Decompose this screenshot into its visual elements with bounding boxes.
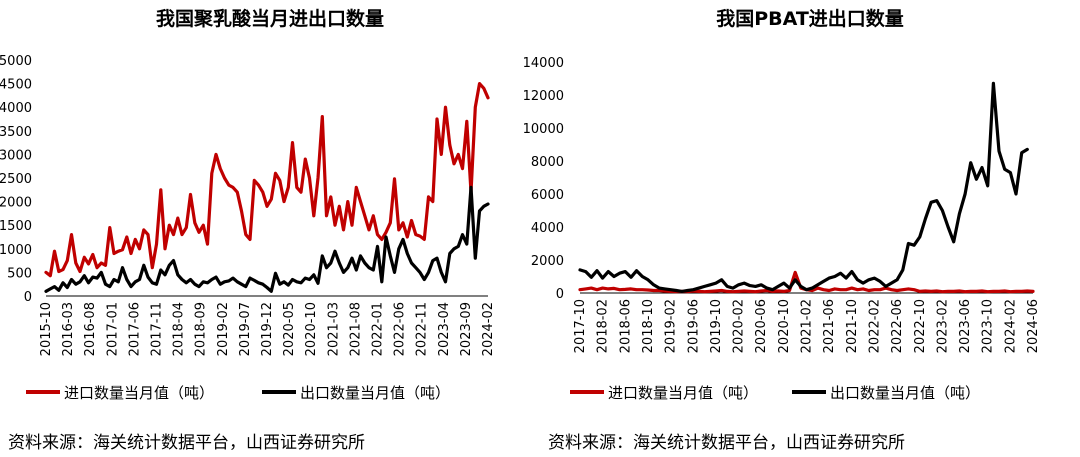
x-tick-label: 2023-06 <box>958 299 973 353</box>
series-line-export <box>44 185 490 293</box>
y-tick-label: 2000 <box>0 196 32 211</box>
x-tick-label: 2022-11 <box>415 302 430 356</box>
y-tick-label: 500 <box>7 266 32 281</box>
x-tick-label: 2022-02 <box>867 299 882 353</box>
y-tick-label: 8000 <box>531 155 564 170</box>
x-tick-label: 2016-03 <box>61 302 76 356</box>
x-tick-label: 2021-10 <box>845 299 860 353</box>
x-tick-label: 2019-06 <box>686 299 701 353</box>
x-tick-label: 2019-12 <box>260 302 275 356</box>
x-tick-label: 2021-08 <box>348 302 363 356</box>
legend-label-export: 出口数量当月值（吨） <box>300 384 450 402</box>
source-note: 资料来源：海关统计数据平台，山西证券研究所 <box>8 433 365 453</box>
x-tick-label: 2024-06 <box>1026 299 1041 353</box>
x-tick-label: 2017-10 <box>573 299 588 353</box>
x-tick-label: 2018-10 <box>641 299 656 353</box>
chart-panel-pbat: 我国PBAT进出口数量 0 2000 4000 6000 8000 10000 12000 1… <box>523 0 1080 457</box>
y-tick-label: 0 <box>24 290 32 305</box>
y-tick-label: 10000 <box>523 122 564 137</box>
y-tick-label: 2500 <box>0 172 32 187</box>
x-tick-label: 2015-10 <box>39 302 54 356</box>
source-note: 资料来源：海关统计数据平台，山西证券研究所 <box>548 433 905 453</box>
x-tick-label: 2020-10 <box>304 302 319 356</box>
x-tick-label: 2023-09 <box>459 302 474 356</box>
chart-panel-pla: 我国聚乳酸当月进出口数量 0 500 1000 1500 2000 2500 3000 350… <box>0 8 496 453</box>
x-tick-label: 2021-02 <box>800 299 815 353</box>
x-tick-label: 2024-02 <box>481 302 496 356</box>
x-tick-label: 2020-05 <box>282 302 297 356</box>
chart-title: 我国PBAT进出口数量 <box>716 8 904 30</box>
x-tick-label: 2018-04 <box>172 302 187 356</box>
x-tick-label: 2019-10 <box>709 299 724 353</box>
x-tick-label: 2017-11 <box>150 302 165 356</box>
y-tick-label: 4500 <box>0 78 32 93</box>
legend-label-import: 进口数量当月值（吨） <box>64 384 214 402</box>
x-tick-label: 2022-06 <box>393 302 408 356</box>
y-tick-label: 4000 <box>0 101 32 116</box>
x-tick-label: 2018-06 <box>618 299 633 353</box>
x-tick-label: 2019-07 <box>238 302 253 356</box>
y-tick-label: 1500 <box>0 219 32 234</box>
y-tick-label: 14000 <box>523 56 564 71</box>
chart-title: 我国聚乳酸当月进出口数量 <box>155 8 384 30</box>
x-tick-label: 2022-10 <box>913 299 928 353</box>
x-tick-label: 2017-01 <box>105 302 120 356</box>
x-tick-label: 2018-09 <box>194 302 209 356</box>
x-tick-label: 2020-10 <box>777 299 792 353</box>
y-tick-label: 0 <box>556 287 564 302</box>
x-tick-label: 2023-10 <box>981 299 996 353</box>
y-tick-label: 5000 <box>0 54 32 69</box>
x-tick-label: 2023-04 <box>437 302 452 356</box>
legend-label-import: 进口数量当月值（吨） <box>608 384 758 402</box>
y-tick-label: 1000 <box>0 243 32 258</box>
x-tick-label: 2019-02 <box>216 302 231 356</box>
series-line-import <box>44 81 490 278</box>
x-tick-label: 2022-06 <box>890 299 905 353</box>
chart-svg-pbat: 0 2000 4000 6000 8000 10000 12000 14000 2017-10 2… <box>523 56 1041 402</box>
series-line-export <box>578 81 1029 293</box>
chart-svg-pla: 0 500 1000 1500 2000 2500 3000 3500 4000 4500 5000… <box>0 54 496 402</box>
legend-label-export: 出口数量当月值（吨） <box>830 384 980 402</box>
y-tick-label: 3500 <box>0 125 32 140</box>
x-tick-label: 2020-06 <box>754 299 769 353</box>
x-tick-label: 2016-08 <box>83 302 98 356</box>
y-tick-label: 6000 <box>531 188 564 203</box>
x-tick-label: 2020-02 <box>732 299 747 353</box>
x-tick-label: 2021-06 <box>822 299 837 353</box>
y-tick-label: 3000 <box>0 148 32 163</box>
y-tick-label: 2000 <box>531 254 564 269</box>
x-tick-label: 2023-02 <box>935 299 950 353</box>
x-tick-label: 2024-02 <box>1003 299 1018 353</box>
x-tick-label: 2017-06 <box>127 302 142 356</box>
x-tick-label: 2021-03 <box>326 302 341 356</box>
x-tick-label: 2022-01 <box>371 302 386 356</box>
x-tick-label: 2018-02 <box>596 299 611 353</box>
y-tick-label: 4000 <box>531 221 564 236</box>
y-tick-label: 12000 <box>523 89 564 104</box>
x-tick-label: 2019-02 <box>664 299 679 353</box>
